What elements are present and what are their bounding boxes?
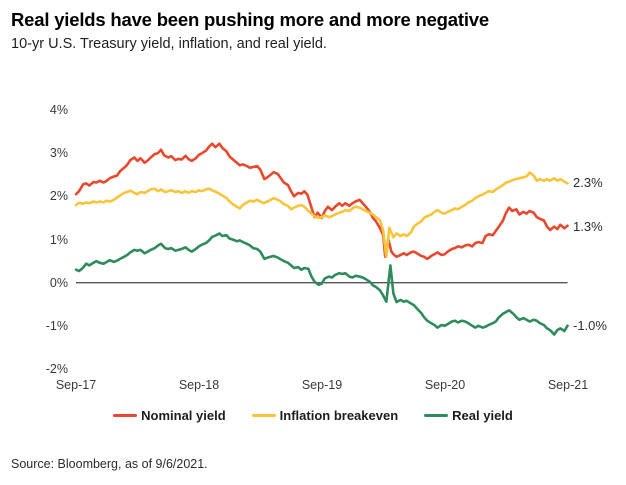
source-note: Source: Bloomberg, as of 9/6/2021. [11, 457, 208, 471]
legend-swatch-inflation-breakeven [251, 414, 276, 417]
x-axis-label: Sep-18 [178, 378, 220, 392]
chart-title: Real yields have been pushing more and m… [11, 9, 489, 30]
series-line-nominal-yield [74, 142, 569, 261]
y-axis-label: 2% [49, 189, 68, 203]
x-axis-label: Sep-17 [55, 378, 97, 392]
chart-subtitle: 10-yr U.S. Treasury yield, inflation, an… [11, 36, 327, 52]
y-axis-label: -1% [45, 319, 68, 333]
legend-swatch-real-yield [424, 414, 449, 417]
legend-item-nominal-yield: Nominal yield [113, 408, 226, 423]
y-axis-label: 0% [49, 276, 68, 290]
series-end-label-nominal-yield: 1.3% [573, 219, 603, 234]
y-axis-label: 1% [49, 233, 68, 247]
legend-label: Nominal yield [141, 408, 226, 423]
x-axis-label: Sep-20 [424, 378, 466, 392]
series-end-label-inflation-breakeven: 2.3% [573, 175, 603, 190]
legend-item-real-yield: Real yield [424, 408, 513, 423]
chart-legend: Nominal yield Inflation breakeven Real y… [0, 408, 626, 423]
y-axis-label: 4% [49, 103, 68, 117]
x-axis-label: Sep-19 [301, 378, 343, 392]
series-line-inflation-breakeven [74, 171, 569, 259]
y-axis-label: -2% [45, 362, 68, 376]
legend-item-inflation-breakeven: Inflation breakeven [251, 408, 399, 423]
series-end-label-real-yield: -1.0% [573, 318, 607, 333]
x-axis-label: Sep-21 [547, 378, 589, 392]
legend-swatch-nominal-yield [113, 414, 138, 417]
legend-label: Inflation breakeven [279, 408, 399, 423]
series-line-real-yield [74, 232, 569, 336]
y-axis-label: 3% [49, 146, 68, 160]
legend-label: Real yield [452, 408, 513, 423]
